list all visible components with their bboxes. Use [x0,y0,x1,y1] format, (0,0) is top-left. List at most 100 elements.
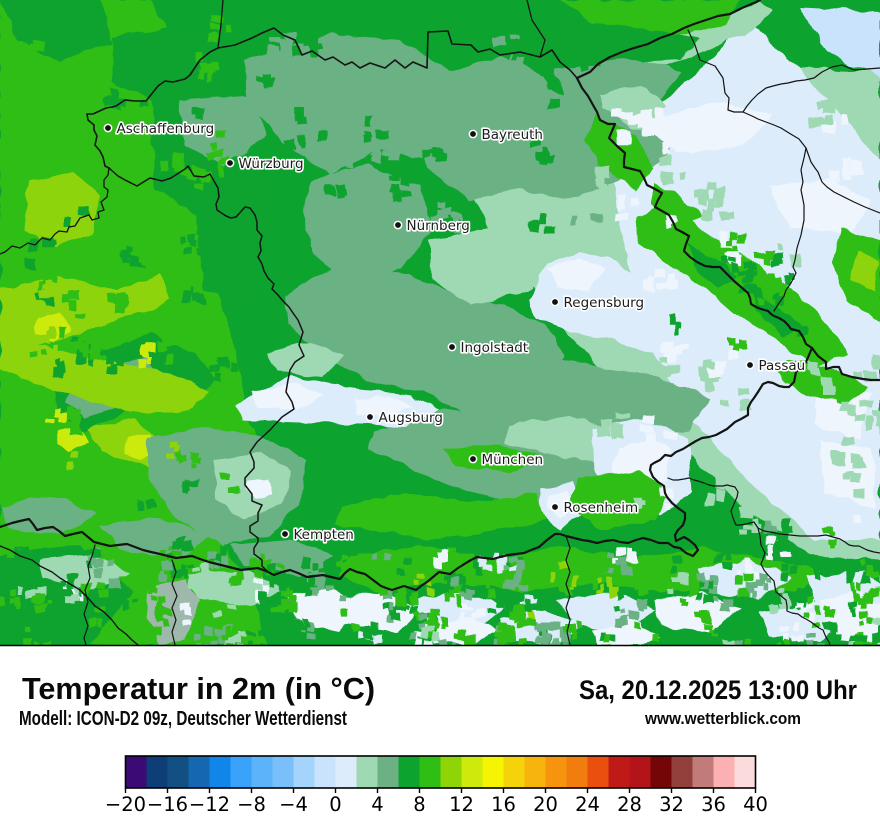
noise-speck [219,550,225,557]
noise-speck [252,580,258,585]
noise-speck [781,550,791,556]
temp-region-sgreen [0,495,96,536]
noise-speck [513,56,524,68]
noise-speck [325,87,338,93]
noise-speck [829,170,840,181]
noise-speck [503,564,509,569]
colorbar-cell [230,756,252,788]
noise-speck [79,343,86,354]
city-label: Rosenheim [564,500,639,516]
noise-speck [460,590,466,597]
noise-speck [673,325,679,335]
noise-speck [666,218,673,226]
noise-speck [785,639,791,645]
noise-speck [656,369,666,378]
noise-speck [188,645,193,655]
noise-speck [746,559,752,565]
noise-speck [642,414,656,421]
noise-speck [869,589,879,598]
noise-speck [388,150,400,161]
noise-speck [734,655,743,664]
noise-speck [252,641,259,645]
noise-speck [750,572,760,580]
noise-speck [77,351,87,363]
noise-speck [141,346,149,353]
noise-speck [263,73,272,83]
noise-speck [860,598,868,608]
noise-speck [745,305,754,315]
noise-speck [109,578,120,589]
noise-speck [604,635,610,643]
noise-speck [138,579,144,588]
noise-speck [138,359,147,368]
noise-speck [127,257,139,268]
noise-speck [501,167,509,180]
noise-speck [158,594,166,605]
noise-speck [226,25,232,33]
noise-speck [739,504,753,518]
noise-speck [100,589,110,598]
noise-speck [734,640,743,645]
noise-speck [744,640,752,645]
noise-speck [876,414,880,427]
noise-speck [466,605,473,610]
temp-region-green [754,290,801,336]
noise-speck [134,631,141,639]
noise-speck [436,152,447,162]
noise-speck [817,643,824,645]
noise-speck [186,171,197,181]
noise-speck [467,170,473,181]
noise-speck [36,300,45,307]
city-dot [395,222,401,228]
noise-speck [865,604,871,615]
noise-speck [325,186,336,196]
noise-speck [779,564,787,573]
noise-speck [83,374,91,383]
noise-speck [415,638,422,645]
noise-speck [237,642,244,645]
noise-speck [135,262,146,269]
noise-speck [646,430,656,444]
noise-speck [829,627,836,638]
noise-speck [852,592,858,602]
noise-speck [720,602,731,612]
noise-speck [62,19,73,31]
noise-speck [156,608,165,617]
noise-speck [518,641,525,645]
temp-region-white0 [244,478,272,500]
noise-speck [221,472,231,479]
noise-speck [650,634,659,643]
noise-speck [709,367,722,377]
noise-speck [559,629,565,639]
noise-speck [181,270,192,277]
noise-speck [800,607,807,614]
noise-speck [38,281,46,291]
noise-speck [186,563,195,568]
noise-speck [544,635,550,645]
border-swiss-austria-2 [83,544,96,645]
noise-speck [602,566,610,574]
city-dot [470,131,476,137]
noise-speck [595,178,604,187]
noise-speck [215,372,221,382]
noise-speck [23,570,28,575]
noise-speck [157,341,168,351]
noise-speck [302,560,309,567]
noise-speck [736,234,745,244]
noise-speck [863,642,870,645]
noise-speck [851,160,864,174]
noise-speck [662,146,670,156]
noise-speck [744,635,752,644]
noise-speck [160,548,168,555]
noise-speck [466,69,476,76]
noise-speck [731,264,739,270]
noise-speck [772,293,779,298]
noise-speck [550,622,561,632]
noise-speck [351,624,361,634]
noise-speck [229,362,238,369]
city-dot [552,504,558,510]
city-label: München [482,452,544,468]
noise-speck [688,640,697,645]
noise-speck [346,163,353,169]
noise-speck [877,601,880,609]
